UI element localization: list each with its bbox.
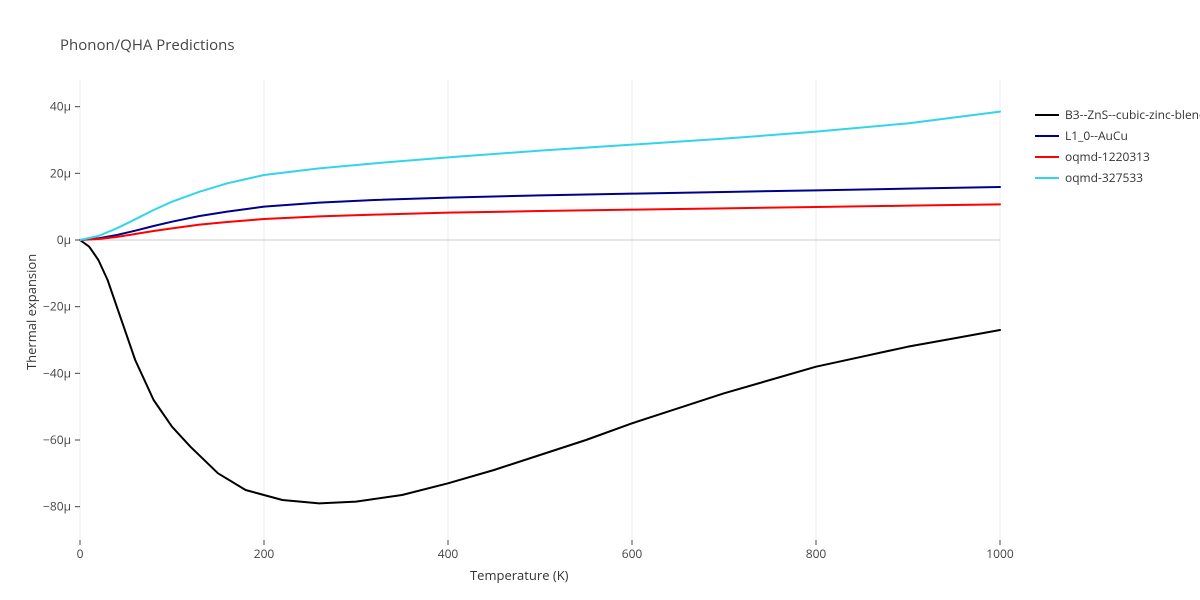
x-tick-label: 600 bbox=[622, 545, 643, 562]
plot-area: 0 200 400 600 800 1000 −80μ −60μ −40μ −20μ 0μ 20μ 40… bbox=[0, 0, 1200, 600]
legend-swatch bbox=[1035, 135, 1059, 137]
series-line bbox=[80, 187, 1000, 240]
legend-item[interactable]: B3--ZnS--cubic-zinc-blende bbox=[1035, 106, 1200, 123]
y-tick-label: 0μ bbox=[57, 231, 71, 248]
legend-item[interactable]: oqmd-1220313 bbox=[1035, 148, 1200, 165]
y-tick-label: −80μ bbox=[43, 498, 71, 515]
series-line bbox=[80, 240, 1000, 503]
y-axis-label: Thermal expansion bbox=[22, 254, 40, 370]
legend-swatch bbox=[1035, 156, 1059, 158]
chart-title: Phonon/QHA Predictions bbox=[60, 35, 235, 55]
legend-item[interactable]: oqmd-327533 bbox=[1035, 169, 1200, 186]
x-axis-label: Temperature (K) bbox=[470, 566, 569, 584]
x-tick-label: 0 bbox=[77, 545, 84, 562]
chart-container: Phonon/QHA Predictions 0 200 400 600 800 1000… bbox=[0, 0, 1200, 600]
legend-label: L1_0--AuCu bbox=[1065, 127, 1128, 144]
y-tick-label: −40μ bbox=[43, 364, 71, 381]
legend-item[interactable]: L1_0--AuCu bbox=[1035, 127, 1200, 144]
legend-label: B3--ZnS--cubic-zinc-blende bbox=[1065, 106, 1200, 123]
x-tick-label: 200 bbox=[254, 545, 275, 562]
y-tick-label: 20μ bbox=[50, 164, 71, 181]
legend-swatch bbox=[1035, 177, 1059, 179]
y-tick-label: −20μ bbox=[43, 298, 71, 315]
series-line bbox=[80, 204, 1000, 240]
legend-label: oqmd-1220313 bbox=[1065, 148, 1150, 165]
x-tick-label: 400 bbox=[438, 545, 459, 562]
x-tick-label: 1000 bbox=[986, 545, 1014, 562]
series-line bbox=[80, 112, 1000, 240]
y-tick-label: 40μ bbox=[50, 98, 71, 115]
y-tick-label: −60μ bbox=[43, 431, 71, 448]
legend-label: oqmd-327533 bbox=[1065, 169, 1143, 186]
x-tick-label: 800 bbox=[806, 545, 827, 562]
legend: B3--ZnS--cubic-zinc-blende L1_0--AuCuoqmd… bbox=[1035, 106, 1200, 190]
legend-swatch bbox=[1035, 114, 1059, 116]
